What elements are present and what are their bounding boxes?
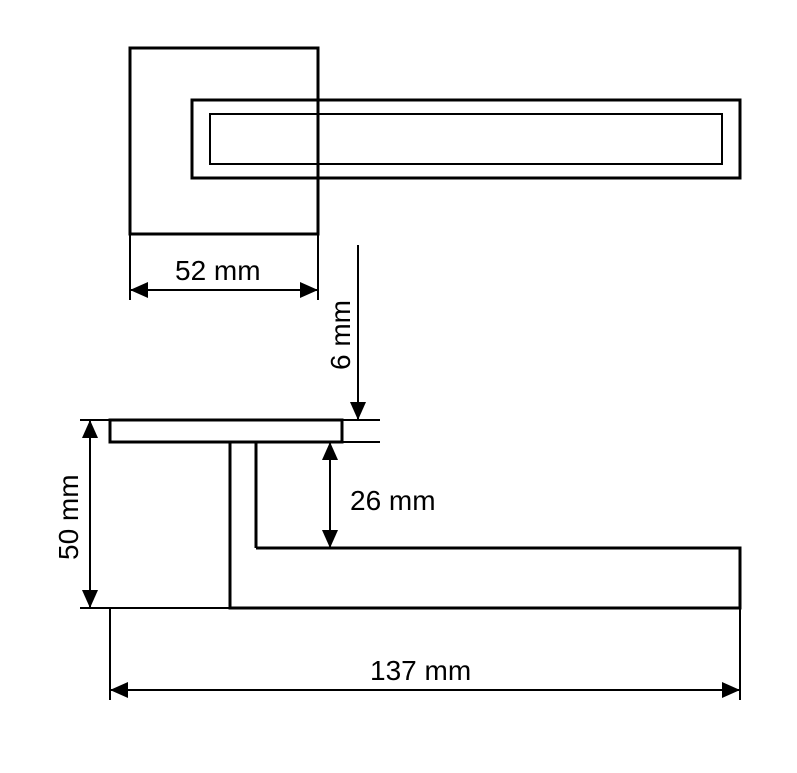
dim-6-arrow-down: [350, 402, 366, 420]
dim-52-arrow-right: [300, 282, 318, 298]
dim-26-arrow-down: [322, 530, 338, 548]
dim-26-label: 26 mm: [350, 485, 436, 516]
dim-6-label: 6 mm: [325, 300, 356, 370]
technical-drawing: 52 mm 6 mm 26 mm 50 mm 137 mm: [0, 0, 797, 773]
dim-137-arrow-right: [722, 682, 740, 698]
dim-137-label: 137 mm: [370, 655, 471, 686]
dim-50-arrow-up: [82, 420, 98, 438]
dim-50-arrow-down: [82, 590, 98, 608]
top-handle-outer: [192, 100, 740, 178]
side-plate: [110, 420, 342, 442]
dim-137-arrow-left: [110, 682, 128, 698]
dim-26-arrow-up: [322, 442, 338, 460]
top-rose-outline: [130, 48, 318, 234]
side-handle-outline: [230, 548, 740, 608]
dim-52-label: 52 mm: [175, 255, 261, 286]
dim-50-label: 50 mm: [53, 474, 84, 560]
dim-52-arrow-left: [130, 282, 148, 298]
top-handle-inner: [210, 114, 722, 164]
